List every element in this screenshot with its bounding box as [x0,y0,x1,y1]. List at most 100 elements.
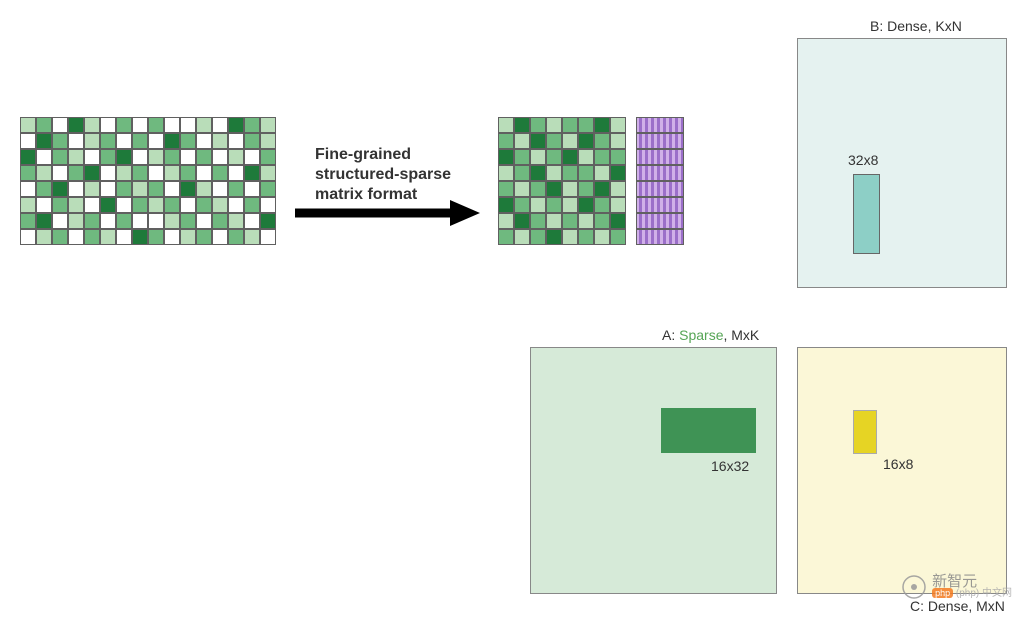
matrix-cell [562,213,578,229]
matrix-cell [84,197,100,213]
matrix-cell [546,197,562,213]
matrix-cell [180,181,196,197]
matrix-cell [244,133,260,149]
matrix-cell [546,117,562,133]
matrix-cell [244,229,260,245]
panel-a-label: A: Sparse, MxK [662,327,759,343]
matrix-cell [610,229,626,245]
matrix-cell [116,165,132,181]
matrix-cell [148,117,164,133]
matrix-cell [132,165,148,181]
index-cell [681,117,684,133]
matrix-cell [84,133,100,149]
matrix-cell [610,133,626,149]
matrix-cell [562,117,578,133]
matrix-cell [546,213,562,229]
matrix-cell [530,149,546,165]
watermark-icon [902,575,926,599]
matrix-cell [578,197,594,213]
index-cell [681,149,684,165]
index-cell [681,197,684,213]
matrix-cell [578,133,594,149]
matrix-cell [546,181,562,197]
matrix-cell [498,117,514,133]
index-cell [681,165,684,181]
matrix-cell [68,213,84,229]
matrix-cell [498,213,514,229]
matrix-cell [212,117,228,133]
matrix-cell [578,181,594,197]
panel-b-tile [853,174,880,254]
sparse-matrix-original [20,117,276,245]
panel-a-label-sparse: Sparse [679,327,723,343]
matrix-cell [148,213,164,229]
panel-a-label-pre: A: [662,327,679,343]
matrix-cell [562,181,578,197]
matrix-cell [196,149,212,165]
matrix-cell [20,213,36,229]
matrix-cell [100,165,116,181]
matrix-cell [594,229,610,245]
index-matrix [636,117,684,245]
matrix-cell [100,149,116,165]
matrix-cell [594,165,610,181]
matrix-cell [52,197,68,213]
matrix-cell [562,149,578,165]
matrix-cell [260,165,276,181]
matrix-cell [52,165,68,181]
panel-a-label-post: , MxK [723,327,759,343]
matrix-cell [514,181,530,197]
matrix-cell [20,165,36,181]
matrix-cell [132,149,148,165]
matrix-cell [164,165,180,181]
matrix-cell [20,181,36,197]
matrix-cell [244,149,260,165]
matrix-cell [594,133,610,149]
matrix-cell [530,213,546,229]
matrix-cell [180,165,196,181]
matrix-cell [244,165,260,181]
matrix-cell [244,117,260,133]
matrix-cell [116,181,132,197]
watermark: 新智元 php (php) 中文网 [902,574,1012,599]
matrix-cell [100,117,116,133]
matrix-cell [164,149,180,165]
matrix-cell [530,133,546,149]
matrix-cell [260,197,276,213]
index-cell [681,133,684,149]
matrix-cell [578,117,594,133]
matrix-cell [260,213,276,229]
matrix-cell [36,165,52,181]
matrix-cell [180,149,196,165]
matrix-cell [68,181,84,197]
matrix-cell [260,149,276,165]
matrix-cell [84,229,100,245]
matrix-cell [212,149,228,165]
matrix-cell [68,165,84,181]
matrix-cell [578,229,594,245]
arrow-right [295,200,480,230]
matrix-cell [148,229,164,245]
index-cell [681,229,684,245]
matrix-cell [196,133,212,149]
watermark-sub-text: (php) 中文网 [956,588,1012,599]
matrix-cell [228,197,244,213]
matrix-cell [196,229,212,245]
matrix-cell [132,229,148,245]
matrix-cell [610,213,626,229]
matrix-cell [36,181,52,197]
matrix-cell [148,181,164,197]
watermark-php-badge: php [932,588,953,598]
matrix-cell [514,117,530,133]
matrix-cell [68,133,84,149]
matrix-cell [36,229,52,245]
panel-b-label: B: Dense, KxN [870,18,962,34]
matrix-cell [228,213,244,229]
matrix-cell [196,181,212,197]
matrix-cell [132,117,148,133]
matrix-cell [498,149,514,165]
watermark-sub: php (php) 中文网 [932,589,1012,599]
matrix-cell [20,117,36,133]
matrix-cell [116,133,132,149]
matrix-cell [84,181,100,197]
